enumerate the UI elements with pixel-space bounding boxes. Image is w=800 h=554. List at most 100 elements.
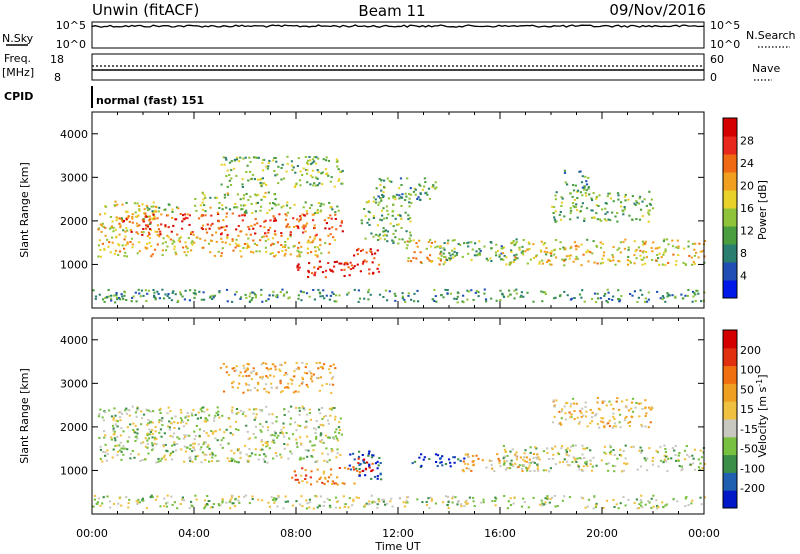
heatmap-cell <box>263 460 266 463</box>
heatmap-cell <box>580 412 583 415</box>
heatmap-cell <box>584 405 587 408</box>
heatmap-cell <box>606 195 609 198</box>
heatmap-cell <box>607 192 610 195</box>
heatmap-cell <box>153 217 156 220</box>
heatmap-cell <box>252 370 255 373</box>
heatmap-cell <box>561 499 564 502</box>
heatmap-cell <box>703 463 706 465</box>
heatmap-cell <box>363 504 367 507</box>
heatmap-cell <box>202 198 205 201</box>
heatmap-cell <box>309 241 312 244</box>
heatmap-cell <box>337 426 341 429</box>
heatmap-cell <box>158 431 161 434</box>
heatmap-cell <box>595 195 598 198</box>
heatmap-cell <box>143 208 146 211</box>
heatmap-cell <box>225 365 228 368</box>
heatmap-cell <box>172 239 175 242</box>
heatmap-cell <box>554 256 558 259</box>
heatmap-cell <box>281 250 284 253</box>
heatmap-cell <box>434 502 438 505</box>
heatmap-cell <box>589 251 592 254</box>
heatmap-cell <box>129 457 132 460</box>
heatmap-cell <box>368 250 372 253</box>
heatmap-cell <box>306 212 309 215</box>
heatmap-cell <box>267 229 270 232</box>
heatmap-cell <box>341 182 344 185</box>
heatmap-cell <box>355 467 358 470</box>
heatmap-cell <box>171 210 174 213</box>
heatmap-cell <box>548 501 551 504</box>
heatmap-cell <box>302 224 305 227</box>
heatmap-cell <box>610 450 613 453</box>
heatmap-cell <box>332 383 335 386</box>
heatmap-cell <box>142 231 145 234</box>
heatmap-cell <box>338 467 341 469</box>
heatmap-cell <box>608 451 611 454</box>
heatmap-cell <box>691 263 694 266</box>
heatmap-cell <box>316 177 319 180</box>
heatmap-cell <box>400 217 403 220</box>
heatmap-cell <box>272 363 275 366</box>
heatmap-cell <box>315 495 318 498</box>
heatmap-cell <box>136 432 139 435</box>
heatmap-cell <box>612 412 615 415</box>
heatmap-cell <box>302 457 305 460</box>
heatmap-cell <box>107 289 110 291</box>
heatmap-cell <box>609 197 612 200</box>
heatmap-cell <box>154 426 157 428</box>
heatmap-cell <box>237 411 240 414</box>
heatmap-cell <box>689 463 692 466</box>
heatmap-cell <box>217 410 220 413</box>
heatmap-cell <box>510 261 513 264</box>
heatmap-cell <box>270 244 273 247</box>
heatmap-cell <box>532 453 536 456</box>
heatmap-cell <box>162 443 165 446</box>
heatmap-cell <box>456 295 459 298</box>
heatmap-cell <box>558 213 561 216</box>
heatmap-cell <box>249 389 252 392</box>
heatmap-cell <box>375 201 378 204</box>
heatmap-cell <box>132 295 135 298</box>
heatmap-cell <box>452 495 455 498</box>
heatmap-cell <box>361 248 364 251</box>
heatmap-cell <box>419 198 422 201</box>
heatmap-cell <box>99 445 102 448</box>
heatmap-cell <box>259 423 262 426</box>
heatmap-cell <box>609 446 612 449</box>
heatmap-cell <box>299 217 302 219</box>
heatmap-cell <box>228 460 231 463</box>
heatmap-cell <box>662 296 665 299</box>
heatmap-cell <box>265 362 268 365</box>
heatmap-cell <box>330 392 333 394</box>
heatmap-cell <box>236 193 239 196</box>
heatmap-cell <box>445 495 448 498</box>
heatmap-cell <box>191 231 194 233</box>
heatmap-cell <box>324 227 327 230</box>
heatmap-cell <box>312 289 315 291</box>
heatmap-cell <box>571 397 575 400</box>
heatmap-cell <box>174 293 177 296</box>
heatmap-cell <box>170 495 173 498</box>
heatmap-cell <box>690 502 693 505</box>
heatmap-cell <box>149 410 152 413</box>
heatmap-cell <box>310 372 313 375</box>
heatmap-cell <box>298 409 301 412</box>
heatmap-cell <box>235 290 238 293</box>
heatmap-cell <box>341 230 344 233</box>
heatmap-cell <box>287 457 290 460</box>
x-tick-labels: 00:00 04:00 08:00 12:00 16:00 20:00 00:00 <box>76 527 720 540</box>
heatmap-cell <box>394 229 397 232</box>
heatmap-cell <box>153 291 156 294</box>
heatmap-cell <box>635 402 638 404</box>
heatmap-cell <box>422 458 425 461</box>
heatmap-cell <box>621 400 624 403</box>
heatmap-cell <box>586 505 589 508</box>
heatmap-cell <box>223 431 226 434</box>
heatmap-cell <box>412 190 415 193</box>
heatmap-cell <box>585 251 588 254</box>
heatmap-cell <box>409 187 412 190</box>
heatmap-cell <box>119 298 122 301</box>
heatmap-cell <box>353 458 356 461</box>
heatmap-cell <box>561 258 564 261</box>
heatmap-cell <box>151 449 154 452</box>
